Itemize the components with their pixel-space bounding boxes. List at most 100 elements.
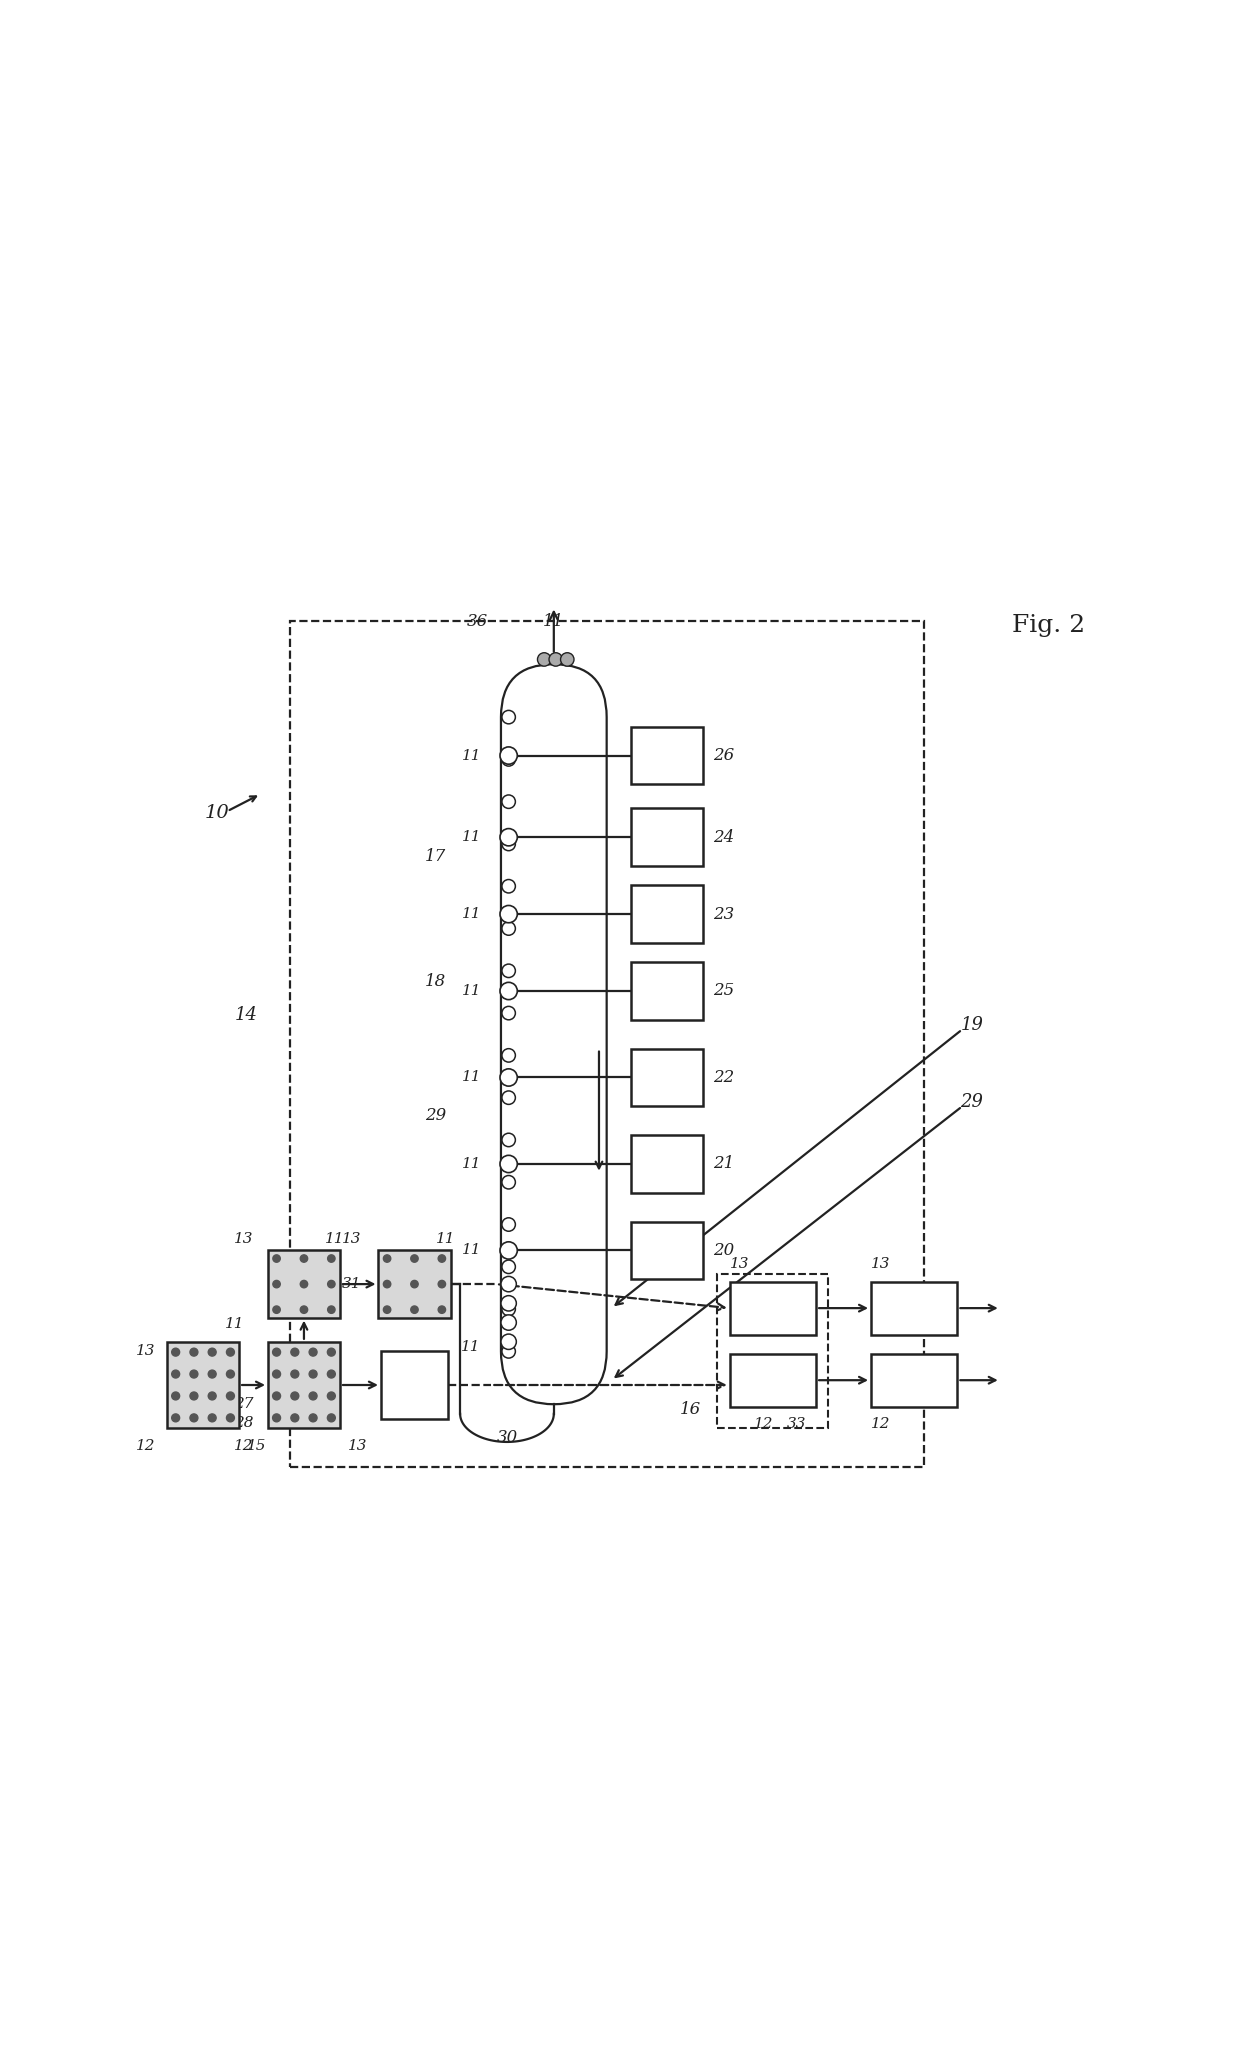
Text: 29: 29 — [425, 1108, 446, 1124]
Circle shape — [291, 1413, 299, 1421]
Text: 26: 26 — [713, 748, 734, 764]
Circle shape — [502, 1303, 516, 1315]
Circle shape — [438, 1280, 445, 1288]
Bar — [381, 1352, 448, 1419]
Circle shape — [171, 1348, 180, 1356]
Text: 24: 24 — [713, 829, 734, 846]
Circle shape — [500, 1155, 517, 1174]
Circle shape — [327, 1348, 335, 1356]
Text: 12: 12 — [870, 1417, 890, 1432]
Circle shape — [327, 1307, 335, 1313]
Circle shape — [501, 1333, 516, 1350]
Circle shape — [309, 1348, 317, 1356]
Circle shape — [227, 1393, 234, 1401]
Text: 13: 13 — [136, 1343, 156, 1358]
Circle shape — [327, 1393, 335, 1401]
Circle shape — [300, 1307, 308, 1313]
Text: 14: 14 — [234, 1006, 258, 1024]
Bar — [631, 1223, 703, 1280]
Circle shape — [500, 829, 517, 846]
Text: 11: 11 — [463, 1243, 482, 1257]
Circle shape — [502, 754, 516, 766]
Text: 11: 11 — [463, 983, 482, 997]
Bar — [717, 1274, 828, 1427]
Circle shape — [208, 1413, 216, 1421]
Circle shape — [309, 1370, 317, 1378]
Bar — [167, 1341, 239, 1427]
Circle shape — [171, 1393, 180, 1401]
Circle shape — [291, 1348, 299, 1356]
Text: 11: 11 — [224, 1317, 244, 1331]
Text: 13: 13 — [870, 1257, 890, 1272]
Circle shape — [502, 1092, 516, 1104]
Text: 12: 12 — [402, 1376, 427, 1395]
Circle shape — [410, 1280, 418, 1288]
Bar — [631, 809, 703, 866]
Circle shape — [500, 905, 517, 924]
Text: 15: 15 — [247, 1438, 267, 1452]
Text: 25: 25 — [713, 983, 734, 999]
Circle shape — [171, 1413, 180, 1421]
Text: 19: 19 — [960, 1016, 983, 1034]
Circle shape — [502, 1219, 516, 1231]
Circle shape — [273, 1413, 280, 1421]
Circle shape — [502, 1176, 516, 1190]
Circle shape — [273, 1280, 280, 1288]
Circle shape — [208, 1393, 216, 1401]
Circle shape — [438, 1255, 445, 1262]
Circle shape — [502, 838, 516, 850]
Text: 11: 11 — [463, 1071, 482, 1085]
Text: 13: 13 — [729, 1257, 749, 1272]
Text: 12: 12 — [234, 1438, 254, 1452]
Bar — [870, 1282, 957, 1335]
Bar — [631, 727, 703, 784]
Circle shape — [190, 1393, 198, 1401]
Circle shape — [291, 1393, 299, 1401]
Circle shape — [309, 1393, 317, 1401]
Text: 10: 10 — [205, 805, 229, 821]
Circle shape — [502, 965, 516, 977]
Circle shape — [327, 1370, 335, 1378]
Text: 30: 30 — [496, 1430, 517, 1446]
Text: 17: 17 — [425, 848, 446, 864]
Bar — [378, 1251, 450, 1317]
Circle shape — [227, 1370, 234, 1378]
Text: 36: 36 — [466, 612, 487, 629]
Circle shape — [502, 922, 516, 936]
Circle shape — [501, 1315, 516, 1331]
Text: 13: 13 — [234, 1233, 254, 1245]
Bar — [729, 1354, 816, 1407]
Circle shape — [309, 1413, 317, 1421]
Circle shape — [502, 1133, 516, 1147]
Text: 16: 16 — [680, 1401, 701, 1417]
Circle shape — [383, 1280, 391, 1288]
Circle shape — [190, 1413, 198, 1421]
Circle shape — [501, 1276, 516, 1292]
Bar — [631, 1135, 703, 1192]
Circle shape — [190, 1348, 198, 1356]
Text: 11: 11 — [463, 1157, 482, 1171]
Text: 33: 33 — [787, 1417, 807, 1432]
Bar — [290, 621, 924, 1466]
Text: 28: 28 — [234, 1417, 254, 1430]
Text: 31: 31 — [342, 1278, 361, 1290]
Circle shape — [300, 1255, 308, 1262]
Circle shape — [549, 653, 563, 666]
Circle shape — [438, 1307, 445, 1313]
Circle shape — [383, 1307, 391, 1313]
Circle shape — [410, 1255, 418, 1262]
Circle shape — [383, 1255, 391, 1262]
Circle shape — [502, 1049, 516, 1063]
Circle shape — [227, 1348, 234, 1356]
Text: 11: 11 — [463, 907, 482, 922]
Circle shape — [327, 1255, 335, 1262]
Text: 11: 11 — [325, 1233, 345, 1245]
Circle shape — [502, 795, 516, 809]
Circle shape — [327, 1413, 335, 1421]
Text: 11: 11 — [543, 612, 564, 629]
Circle shape — [291, 1370, 299, 1378]
Bar — [631, 885, 703, 942]
Text: 22: 22 — [713, 1069, 734, 1085]
Text: 18: 18 — [425, 973, 446, 989]
Circle shape — [502, 1260, 516, 1274]
